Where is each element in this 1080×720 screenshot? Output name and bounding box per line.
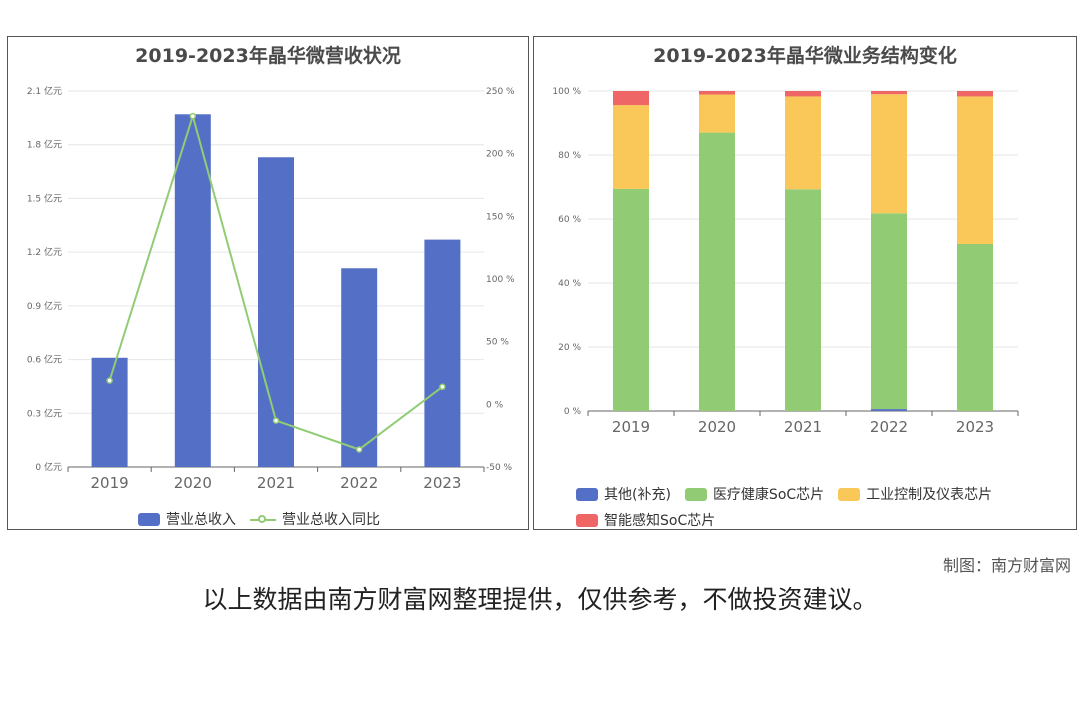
stacked-bar-segment — [613, 188, 649, 411]
x-category-label: 2023 — [423, 474, 461, 492]
x-category-label: 2022 — [870, 418, 908, 436]
stacked-bar-segment — [785, 189, 821, 411]
x-category-label: 2021 — [784, 418, 822, 436]
x-category-label: 2020 — [174, 474, 212, 492]
business-structure-chart-svg: 0 % 20 % 40 % 60 % 80 % 100 % 2019 2020 2021 2022… — [552, 87, 1019, 436]
x-category-label: 2021 — [257, 474, 295, 492]
y-tick-label: 60 % — [558, 215, 581, 225]
y-left-tick-label: 0.6 亿元 — [27, 354, 62, 366]
legend-item-medical[interactable]: 医疗健康SoC芯片 — [684, 484, 825, 504]
business-structure-chart-panel: 2019-2023年晶华微业务结构变化 0 % 20 % 40 % 60 % 80 % 1… — [533, 36, 1077, 530]
stacked-bar-segment — [871, 91, 907, 95]
stacked-bar-segment — [871, 409, 907, 411]
y-right-tick-label: 0 % — [486, 400, 504, 410]
y-right-tick-label: 250 % — [486, 87, 515, 97]
stacked-bar-segment — [957, 91, 993, 97]
y-left-tick-label: 2.1 亿元 — [27, 85, 62, 97]
legend-item-industrial[interactable]: 工业控制及仪表芯片 — [838, 484, 992, 504]
revenue-chart-svg: 0 亿元 0.3 亿元 0.6 亿元 0.9 亿元 1.2 亿元 1.5 亿元 1.8 亿元… — [27, 85, 515, 492]
revenue-chart-panel: 2019-2023年晶华微营收状况 0 亿元 0.3 亿元 0.6 亿元 0.9 亿元… — [7, 36, 529, 530]
stacked-bar-segment — [785, 91, 821, 97]
y-left-tick-label: 1.2 亿元 — [27, 246, 62, 258]
legend-swatch-medical — [684, 487, 707, 501]
revenue-bar — [341, 268, 378, 467]
y-left-tick-label: 0.3 亿元 — [27, 407, 62, 419]
business-structure-legend: 其他(补充) 医疗健康SoC芯片 工业控制及仪表芯片 智能感知SoC芯片 — [576, 484, 1066, 530]
revenue-bar — [91, 357, 128, 467]
y-left-tick-label: 1.8 亿元 — [27, 139, 62, 151]
legend-swatch-other — [576, 487, 598, 501]
stacked-bar-segment — [699, 132, 735, 411]
stacked-bar-segment — [613, 105, 649, 189]
legend-item-other[interactable]: 其他(补充) — [576, 484, 671, 504]
legend-label-revenue-yoy: 营业总收入同比 — [282, 512, 380, 528]
legend-label-other: 其他(补充) — [604, 487, 671, 503]
x-category-label: 2023 — [956, 418, 994, 436]
revenue-bar — [174, 114, 211, 468]
y-tick-label: 100 % — [552, 87, 581, 97]
y-right-tick-label: 150 % — [486, 212, 515, 222]
legend-item-sensing[interactable]: 智能感知SoC芯片 — [576, 510, 715, 530]
legend-label-industrial: 工业控制及仪表芯片 — [866, 487, 993, 503]
legend-label-medical: 医疗健康SoC芯片 — [712, 487, 825, 503]
x-category-label: 2019 — [612, 418, 650, 436]
y-right-tick-label: 50 % — [486, 338, 509, 348]
stacked-bar-segment — [871, 94, 907, 214]
legend-label-revenue: 营业总收入 — [166, 512, 236, 528]
y-tick-label: 20 % — [558, 343, 581, 353]
stacked-bar-segment — [871, 213, 907, 410]
y-tick-label: 80 % — [558, 151, 581, 161]
y-right-tick-label: -50 % — [486, 463, 513, 473]
stacked-bar-segment — [699, 91, 735, 95]
legend-swatch-revenue-yoy — [250, 513, 276, 526]
stacked-bar-segment — [957, 96, 993, 244]
x-category-label: 2019 — [91, 474, 129, 492]
legend-label-sensing: 智能感知SoC芯片 — [604, 513, 716, 529]
stacked-bar-segment — [699, 94, 735, 133]
stacked-bar-segment — [957, 243, 993, 411]
revenue-yoy-point — [106, 377, 113, 384]
business-structure-chart-title: 2019-2023年晶华微业务结构变化 — [653, 45, 957, 67]
revenue-yoy-point — [355, 446, 363, 453]
legend-swatch-industrial — [838, 487, 861, 501]
stacked-bar-segment — [785, 96, 821, 190]
legend-swatch-sensing — [576, 513, 598, 527]
y-tick-label: 40 % — [558, 279, 581, 289]
legend-item-revenue-yoy[interactable]: 营业总收入同比 — [250, 509, 380, 529]
revenue-bar — [258, 157, 294, 467]
x-category-label: 2020 — [698, 418, 736, 436]
disclaimer-text: 以上数据由南方财富网整理提供，仅供参考，不做投资建议。 — [202, 585, 878, 614]
revenue-bar — [424, 239, 461, 467]
legend-item-revenue[interactable]: 营业总收入 — [138, 509, 236, 529]
y-left-tick-label: 1.5 亿元 — [27, 192, 62, 204]
legend-swatch-revenue — [138, 512, 160, 526]
revenue-yoy-point — [272, 417, 280, 424]
x-category-label: 2022 — [340, 474, 378, 492]
chart-credit: 制图：南方财富网 — [942, 556, 1071, 575]
stacked-bar-segment — [613, 91, 649, 106]
revenue-yoy-point — [439, 383, 446, 391]
y-left-tick-label: 0.9 亿元 — [27, 300, 62, 312]
y-right-tick-label: 200 % — [486, 150, 515, 160]
revenue-chart-title: 2019-2023年晶华微营收状况 — [135, 45, 401, 67]
revenue-chart-legend: 营业总收入 营业总收入同比 — [138, 509, 380, 529]
y-right-tick-label: 100 % — [486, 275, 515, 285]
revenue-yoy-point — [189, 112, 197, 120]
y-left-tick-label: 0 亿元 — [35, 461, 62, 473]
y-tick-label: 0 % — [564, 407, 582, 417]
